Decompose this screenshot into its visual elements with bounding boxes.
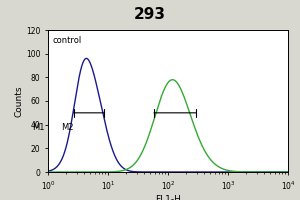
- Text: control: control: [53, 36, 82, 45]
- Text: M1: M1: [32, 123, 44, 132]
- X-axis label: FL1-H: FL1-H: [155, 195, 181, 200]
- Text: 293: 293: [134, 7, 166, 22]
- Text: M2: M2: [61, 123, 74, 132]
- Y-axis label: Counts: Counts: [14, 85, 23, 117]
